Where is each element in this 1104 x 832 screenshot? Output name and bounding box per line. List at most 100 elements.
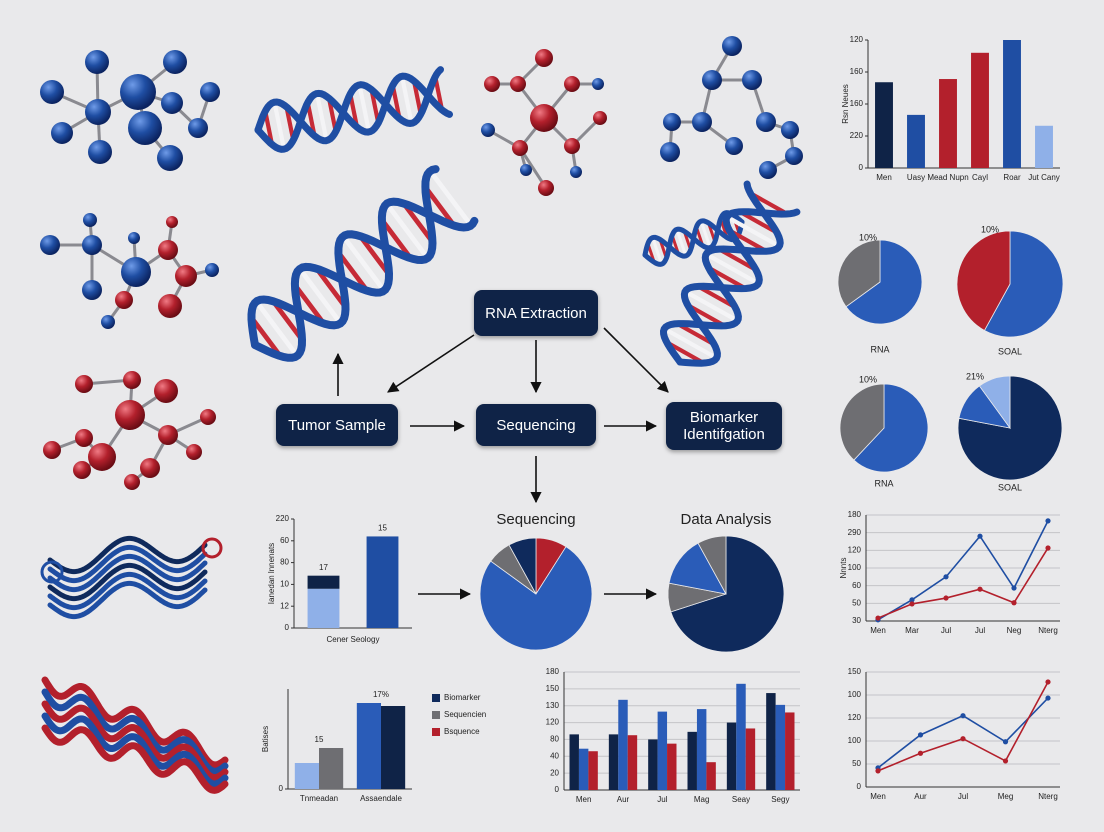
pie-slice — [983, 230, 1064, 338]
y-tick-label: 160 — [850, 67, 864, 76]
base-pair — [705, 252, 760, 286]
y-tick-label: 50 — [852, 759, 861, 768]
x-tick-label: Jul — [941, 626, 951, 635]
y-tick-label: 10 — [280, 580, 289, 589]
y-tick-label: 0 — [285, 623, 290, 632]
base-pair — [428, 169, 473, 227]
base-pair — [271, 299, 304, 342]
atom — [101, 315, 115, 329]
loop — [40, 560, 64, 584]
pie-caption: SOAL — [998, 482, 1022, 492]
base-pair — [717, 247, 758, 272]
data-label: 15 — [378, 524, 387, 533]
bar — [366, 536, 399, 628]
atom — [157, 145, 183, 171]
pie-title: Sequencing — [496, 511, 575, 528]
flow-node: Tumor Sample — [276, 404, 398, 446]
atom — [481, 123, 495, 137]
atom — [756, 112, 776, 132]
atom — [785, 147, 803, 165]
x-tick-label: Tnmeadan — [300, 794, 338, 803]
y-tick-label: 0 — [555, 785, 560, 794]
bar — [687, 731, 697, 790]
bar — [569, 734, 579, 790]
protein-ribbon — [41, 712, 229, 788]
y-tick-label: 120 — [850, 35, 864, 44]
flow-node: Sequencing — [476, 404, 596, 446]
line — [877, 697, 1049, 769]
decoration — [40, 36, 803, 794]
x-tick-label: Men — [870, 626, 886, 635]
bar — [657, 711, 668, 790]
dna-strand — [254, 72, 453, 153]
atom — [692, 112, 712, 132]
atom — [205, 263, 219, 277]
point — [875, 768, 881, 774]
atom — [43, 441, 61, 459]
bar — [696, 709, 707, 790]
loop — [201, 537, 223, 559]
y-tick-label: 0 — [279, 784, 284, 793]
atom — [592, 78, 604, 90]
atom — [725, 137, 743, 155]
x-tick-label: Jul — [975, 626, 985, 635]
base-pair — [699, 220, 712, 249]
base-pair — [749, 191, 789, 216]
y-axis-label: Ianedan lnnenats — [267, 543, 276, 604]
dna-strand — [247, 165, 440, 349]
x-tick-label: Jut Cany — [1028, 173, 1060, 182]
bar — [766, 693, 776, 790]
y-tick-label: 180 — [848, 510, 862, 519]
point — [917, 750, 924, 756]
bar — [785, 712, 795, 790]
legend-label: Sequencien — [444, 710, 486, 719]
atom — [663, 113, 681, 131]
x-tick-label: Men — [870, 792, 886, 801]
base-pair — [663, 326, 718, 360]
y-tick-label: 50 — [852, 598, 861, 607]
base-pair — [341, 234, 387, 293]
base-pair — [401, 202, 435, 244]
atom — [154, 379, 178, 403]
bar — [1003, 40, 1021, 168]
point — [909, 597, 915, 603]
pie-label: 10% — [981, 224, 999, 234]
pie-label: 21% — [966, 371, 984, 381]
legend-label: Biomarker — [444, 693, 481, 702]
point — [1045, 695, 1051, 701]
point — [960, 736, 966, 742]
bar — [319, 748, 344, 789]
atom — [85, 50, 109, 74]
atom — [51, 122, 73, 144]
atom — [140, 458, 160, 478]
point — [977, 586, 983, 592]
base-pair — [725, 215, 781, 249]
point — [917, 732, 924, 738]
dna-strand — [642, 218, 745, 259]
atom — [120, 74, 156, 110]
y-tick-label: 80 — [550, 735, 559, 744]
atom — [128, 111, 162, 145]
point — [1045, 518, 1051, 524]
x-tick-label: Men — [876, 173, 892, 182]
base-pair — [357, 84, 372, 133]
arrow — [387, 334, 475, 393]
x-tick-label: Nterg — [1038, 792, 1058, 801]
bar — [356, 703, 381, 789]
point — [960, 713, 966, 719]
y-tick-label: 120 — [546, 718, 560, 727]
protein-ribbon — [47, 580, 208, 620]
point — [1045, 679, 1051, 685]
point — [943, 574, 949, 580]
y-tick-label: 20 — [550, 768, 559, 777]
base-pair — [293, 283, 326, 325]
base-pair — [336, 250, 370, 293]
y-tick-label: 80 — [280, 558, 289, 567]
axes: 30 50 60 100 120 290 180 Nnnts — [839, 510, 1060, 625]
y-axis-label: Nnnts — [839, 558, 848, 579]
y-tick-label: 120 — [848, 713, 862, 722]
x-tick-label: Jul — [657, 795, 667, 804]
data-label: 15 — [315, 735, 324, 744]
pie-slice — [837, 239, 881, 308]
y-tick-label: 120 — [848, 545, 862, 554]
